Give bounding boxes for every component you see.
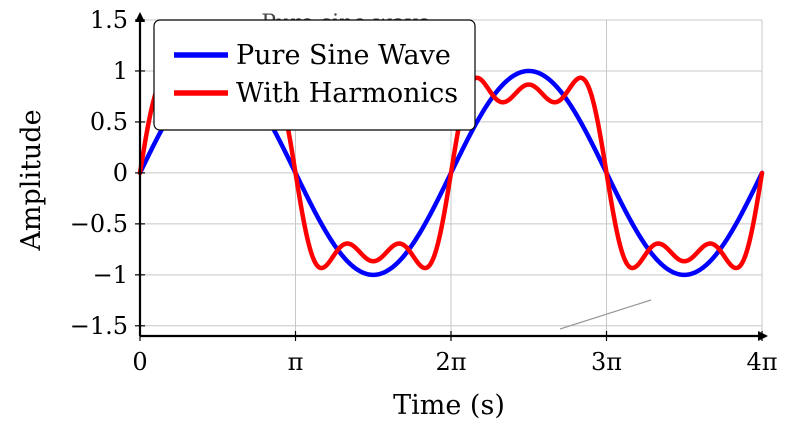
x-tick-label-1: π: [288, 348, 304, 376]
y-tick-label-3: 0: [113, 159, 128, 187]
y-tick-label-6: −1.5: [70, 312, 128, 340]
y-axis-label: Amplitude: [16, 109, 47, 251]
y-tick-label-5: −1: [93, 261, 128, 289]
y-tick-label-0: 1.5: [90, 6, 128, 34]
x-tick-group: 0 π 2π 3π 4π: [132, 331, 778, 376]
x-tick-label-4: 4π: [746, 348, 777, 376]
y-tick-label-1: 1: [113, 57, 128, 85]
legend-label-harmonics: With Harmonics: [236, 78, 458, 109]
x-tick-label-0: 0: [132, 348, 147, 376]
y-tick-label-2: 0.5: [90, 108, 128, 136]
y-tick-group: 1.5 1 0.5 0 −0.5 −1 −1.5: [70, 6, 145, 340]
legend-box: [153, 19, 476, 131]
x-axis-label: Time (s): [393, 390, 505, 421]
legend: Pure Sine Wave With Harmonics: [153, 19, 476, 131]
x-tick-label-2: 2π: [435, 348, 466, 376]
x-tick-label-3: 3π: [591, 348, 622, 376]
legend-label-pure-sine: Pure Sine Wave: [236, 40, 451, 71]
annotation-stroke: [559, 299, 652, 330]
y-tick-label-4: −0.5: [70, 210, 128, 238]
